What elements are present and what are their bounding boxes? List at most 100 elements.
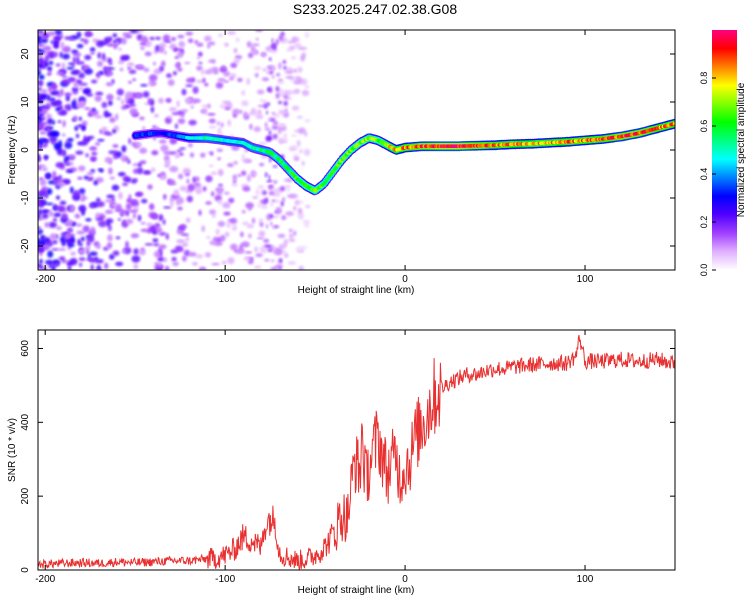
noise-blob (72, 221, 77, 226)
noise-blob (59, 200, 67, 206)
noise-blob (174, 56, 179, 59)
noise-blob (224, 42, 229, 47)
noise-blob (80, 236, 85, 242)
noise-blob (243, 256, 250, 261)
noise-blob (208, 67, 212, 75)
noise-blob (127, 159, 131, 164)
noise-blob (196, 42, 204, 47)
noise-blob (277, 128, 282, 135)
snr-x-ticks: -200 -100 0 100 (35, 330, 594, 585)
noise-blob (242, 221, 249, 226)
noise-blob (47, 118, 54, 124)
noise-blob (80, 100, 86, 107)
noise-blob (84, 33, 94, 36)
noise-blob (103, 246, 109, 251)
noise-blob (67, 267, 72, 270)
noise-blob (66, 162, 70, 166)
noise-blob (227, 163, 234, 168)
noise-blob (160, 144, 169, 152)
noise-blob (147, 97, 152, 104)
noise-blob (62, 53, 70, 60)
noise-blob (111, 184, 120, 191)
noise-blob (74, 125, 79, 131)
noise-blob (164, 159, 171, 166)
noise-blob (77, 124, 83, 128)
noise-blob (101, 52, 106, 60)
noise-blob (293, 81, 302, 85)
noise-blob (72, 190, 81, 198)
noise-blob (194, 40, 199, 44)
noise-blob (273, 180, 278, 184)
noise-blob (271, 38, 274, 44)
noise-blob (106, 67, 115, 70)
noise-blob (171, 112, 179, 116)
noise-blob (296, 139, 301, 147)
noise-blob (141, 198, 148, 204)
noise-blob (72, 115, 78, 122)
noise-blob (259, 222, 264, 228)
noise-blob (230, 62, 238, 68)
noise-blob (104, 199, 113, 203)
noise-blob (274, 211, 278, 214)
noise-blob (270, 118, 276, 122)
noise-blob (271, 199, 276, 203)
noise-blob (38, 80, 44, 87)
noise-blob (266, 135, 273, 141)
noise-blob (75, 133, 80, 139)
noise-blob (184, 61, 191, 65)
noise-blob (229, 77, 234, 81)
noise-blob (208, 164, 214, 168)
noise-blob (108, 150, 117, 155)
noise-blob (165, 98, 172, 103)
noise-blob (259, 99, 264, 103)
noise-blob (38, 87, 42, 91)
noise-blob (200, 152, 206, 158)
noise-blob (125, 210, 130, 217)
noise-blob (293, 206, 297, 211)
noise-blob (38, 164, 47, 168)
noise-blob (130, 233, 140, 239)
noise-blob (158, 174, 167, 181)
noise-blob (251, 217, 256, 224)
noise-blob (38, 203, 43, 207)
noise-blob (108, 61, 113, 66)
noise-blob (257, 236, 264, 240)
noise-blob (69, 258, 78, 266)
noise-blob (38, 37, 41, 44)
noise-blob (144, 243, 154, 246)
noise-blob (54, 30, 63, 36)
noise-blob (196, 56, 201, 60)
noise-blob (75, 102, 82, 108)
noise-blob (99, 169, 104, 173)
noise-blob (227, 119, 232, 127)
noise-blob (283, 100, 289, 107)
noise-blob (254, 265, 262, 269)
noise-blob (286, 186, 291, 193)
noise-blob (146, 222, 152, 228)
noise-blob (269, 70, 273, 75)
noise-blob (128, 194, 132, 202)
noise-blob (280, 31, 285, 37)
noise-blob (148, 74, 158, 82)
noise-blob (218, 199, 223, 205)
noise-blob (232, 108, 241, 115)
noise-blob (195, 176, 200, 183)
noise-blob (214, 194, 222, 202)
noise-blob (205, 175, 213, 183)
noise-blob (152, 214, 159, 220)
noise-blob (177, 118, 186, 125)
noise-blob (48, 221, 57, 228)
noise-blob (157, 174, 161, 177)
noise-blob (155, 227, 163, 234)
noise-blob (285, 211, 294, 217)
noise-blob (89, 251, 98, 257)
noise-blob (49, 233, 57, 241)
noise-blob (93, 180, 99, 186)
noise-blob (124, 176, 132, 183)
noise-blob (301, 89, 310, 96)
noise-blob (265, 110, 269, 115)
noise-blob (38, 74, 45, 80)
noise-blob (288, 238, 296, 243)
noise-blob (221, 100, 231, 104)
noise-blob (67, 62, 75, 66)
